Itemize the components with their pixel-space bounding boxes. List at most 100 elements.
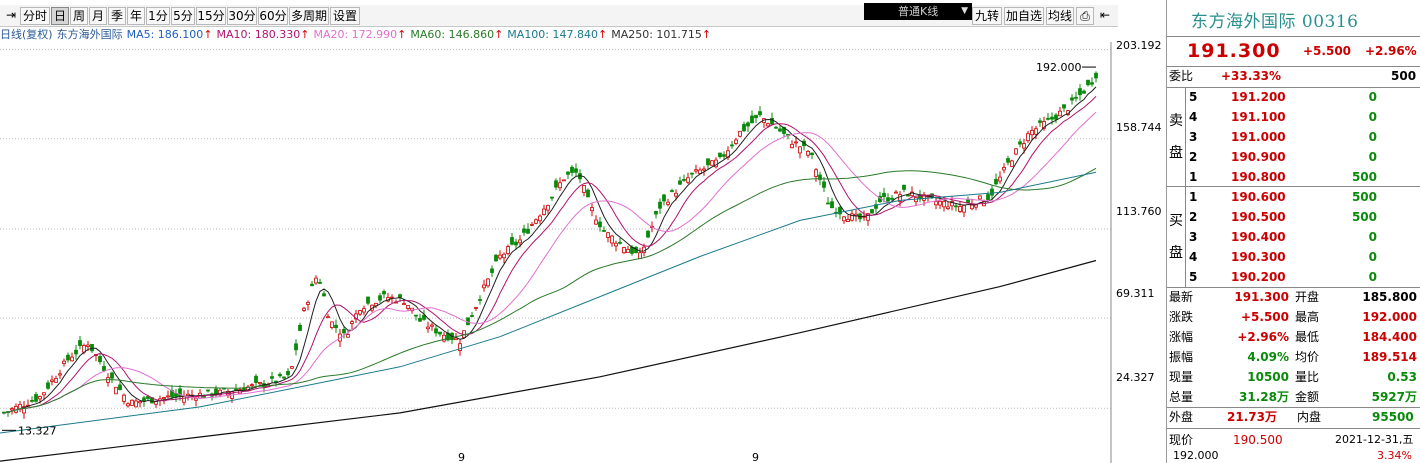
candle-body [942,200,946,208]
ma-legend-item: MA250: 101.715↑ [611,28,711,41]
candle-body [418,318,422,322]
stat-value: 4.09% [1247,350,1289,364]
period-tab[interactable]: 5分 [171,7,195,25]
candle-body [806,150,810,156]
book-row[interactable]: 4 190.300 0 [1167,247,1420,267]
book-row[interactable]: 5 190.200 0 [1167,267,1420,287]
candle-body [582,185,586,193]
candle-body [1050,116,1054,120]
candle-body [110,372,114,379]
book-row[interactable]: 1 190.600 500 [1167,187,1420,207]
book-row[interactable]: 1 190.800 500 [1167,167,1420,187]
candle-body [78,340,82,346]
period-tab[interactable]: 季 [108,7,126,25]
candle-body [154,401,158,405]
book-volume: 0 [1368,250,1377,264]
toolbar-button[interactable]: 九转 [972,7,1002,25]
book-row[interactable]: 5 191.200 0 [1167,87,1420,107]
candle-body [250,384,254,387]
candle-body [782,126,786,134]
quote-panel: 东方海外国际 00316 191.300 +5.500 +2.96% 委比 +3… [1166,0,1420,463]
period-tab[interactable]: 30分 [227,7,257,25]
candle-body [526,228,530,234]
candle-body [574,168,578,173]
candle-body [1078,88,1082,96]
period-tab[interactable]: 多周期 [289,7,329,25]
book-row[interactable]: 2 190.500 500 [1167,207,1420,227]
stat-row: 最新 191.300 开盘 185.800 [1167,287,1420,307]
candle-body [694,169,698,172]
candle-body [822,181,826,188]
book-price: 190.600 [1231,190,1286,204]
ma60-line [3,167,1097,414]
candle-body [194,398,198,401]
period-tab[interactable]: 年 [127,7,145,25]
book-row[interactable]: 2 190.900 0 [1167,147,1420,167]
bottom-pct: 3.34% [1377,449,1412,462]
candle-body [770,118,774,125]
ma100-line [0,171,1097,434]
print-icon[interactable]: ⎙ [1076,7,1094,25]
candle-body [550,196,554,199]
stat-label: 均价 [1295,350,1320,364]
candle-body [718,152,722,158]
candle-body [86,344,90,347]
period-tab[interactable]: 60分 [258,7,288,25]
candle-body [842,216,846,222]
book-volume: 500 [1351,210,1377,224]
book-volume: 0 [1368,130,1377,144]
candle-body [298,324,302,331]
arrow-in-icon[interactable]: ⇤ [1099,8,1111,22]
period-tab[interactable]: 周 [70,7,88,25]
kline-chart[interactable]: 192.000 13.327 9 9 [0,42,1112,463]
period-tab[interactable]: 日 [51,7,69,25]
candle-body [1030,130,1034,136]
kline-type-dropdown[interactable]: 普通K线 ▼ [864,3,972,20]
axis-tick-label: 158.744 [1116,121,1162,134]
book-row[interactable]: 3 191.000 0 [1167,127,1420,147]
candle-body [750,115,754,124]
nav-arrow-icon[interactable]: ⇥ [5,8,17,22]
candle-body [162,397,166,400]
book-volume: 0 [1368,150,1377,164]
candle-body [146,396,150,399]
bottom-price: 192.000 [1173,449,1219,462]
period-tab[interactable]: 设置 [330,7,360,25]
period-toolbar: ⇥ 分时日周月季年 1分 5分 15分 30分 60分 多周期 设置 九转 加自选 均线 ⎙ ⇤ [0,5,1118,27]
now-date: 2021-12-31,五 [1335,433,1414,446]
ma-legend-value: MA60: 146.860 [410,28,495,41]
stat-row: 振幅 4.09% 均价 189.514 [1167,347,1420,367]
candle-body [794,141,798,144]
book-side-label: 盘 [1169,245,1183,261]
stat-label: 涨跌 [1169,310,1194,324]
book-row[interactable]: 4 191.100 0 [1167,107,1420,127]
candle-body [142,397,146,402]
candle-body [646,230,650,238]
period-tab[interactable]: 1分 [146,7,170,25]
candle-body [66,354,70,361]
stat-value: 0.53 [1387,370,1417,384]
candle-body [998,176,1002,182]
toolbar-button[interactable]: 均线 [1046,7,1074,25]
stat-label: 最高 [1295,310,1320,324]
candle-body [778,128,782,132]
candle-body [506,246,510,254]
candle-body [666,201,670,205]
candle-body [258,382,262,385]
candle-body [994,178,998,185]
stat-label: 最低 [1295,330,1320,344]
toolbar-button[interactable]: 加自选 [1004,7,1044,25]
period-tab[interactable]: 月 [89,7,107,25]
candle-body [682,179,686,181]
up-arrow-icon: ↑ [701,28,712,41]
candle-body [518,239,522,244]
book-row[interactable]: 3 190.400 0 [1167,227,1420,247]
book-price: 190.200 [1231,270,1286,284]
candle-body [702,168,706,171]
period-tab[interactable]: 分时 [20,7,50,25]
candle-body [1006,158,1010,163]
candle-body [470,315,474,317]
period-tab[interactable]: 15分 [196,7,226,25]
candle-body [118,384,122,390]
candle-body [922,194,926,201]
